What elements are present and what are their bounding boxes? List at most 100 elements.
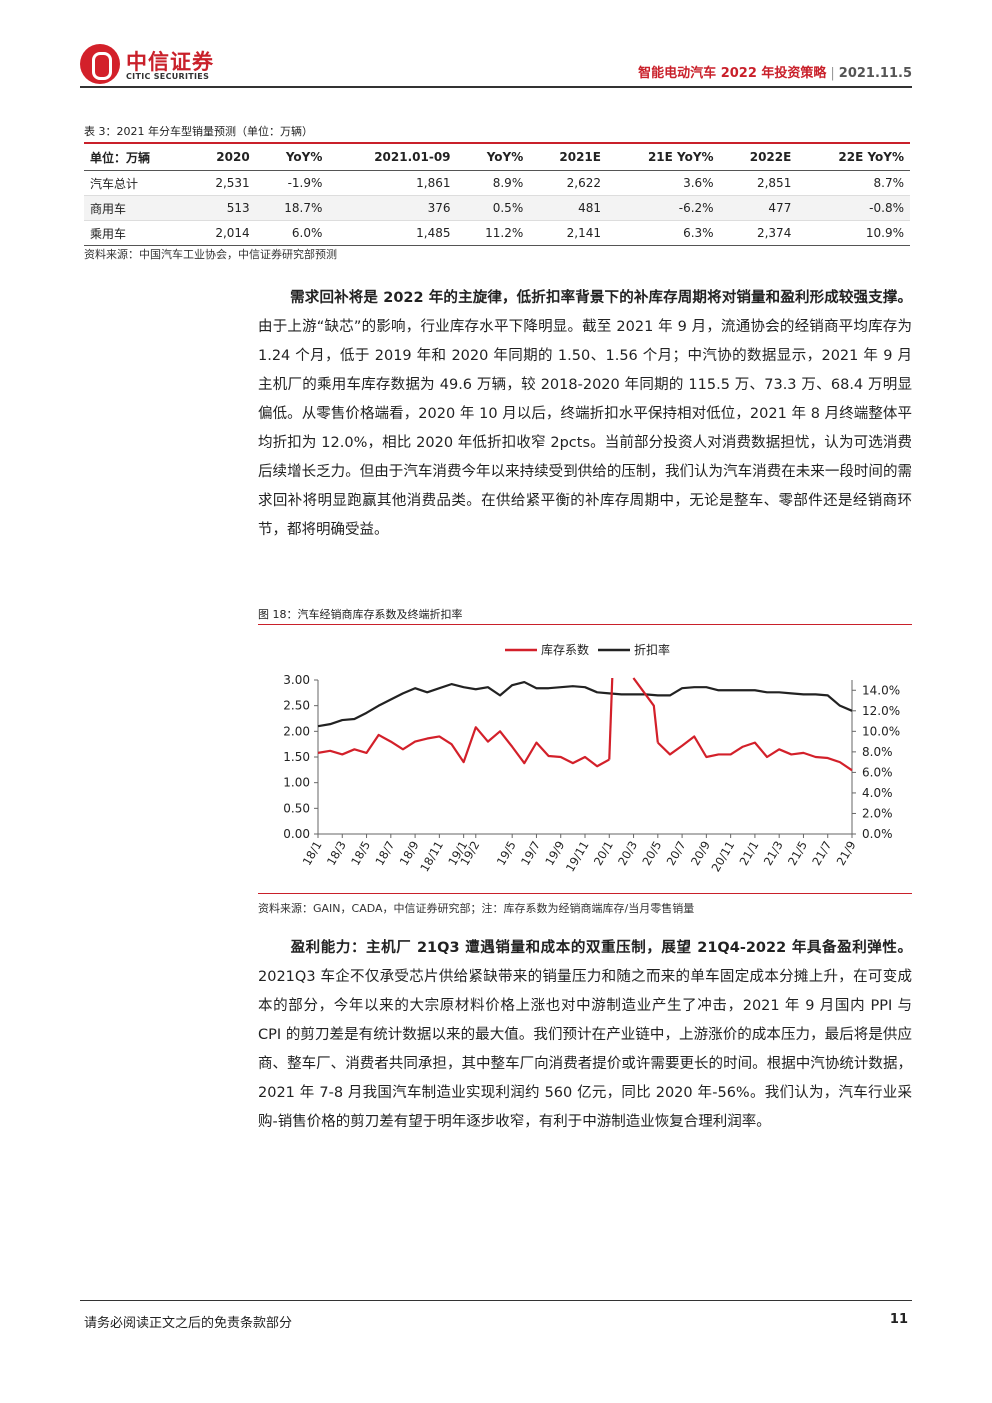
x-tick-label: 19/7 xyxy=(518,839,543,868)
left-y-tick-label: 0.00 xyxy=(283,827,310,841)
table-cell: 481 xyxy=(529,195,607,221)
page-number: 11 xyxy=(889,1312,908,1327)
x-tick-label: 21/7 xyxy=(809,839,834,868)
x-tick-label: 21/9 xyxy=(834,839,859,868)
table-cell: 10.9% xyxy=(797,220,910,246)
inventory-spike-up xyxy=(608,677,614,760)
table-cell: 0.5% xyxy=(456,195,530,221)
x-tick-label: 21/3 xyxy=(761,839,786,868)
table-header-cell: 2021.01-09 xyxy=(328,142,457,171)
table-header-cell: 2020 xyxy=(188,142,256,171)
footer-disclaimer: 请务必阅读正文之后的免责条款部分 xyxy=(84,1316,293,1331)
x-tick-label: 18/3 xyxy=(324,839,349,868)
sales-forecast-table: 单位：万辆 2020 YoY% 2021.01-09 YoY% 2021E 21… xyxy=(84,142,910,246)
paragraph-profitability: 盈利能力：主机厂 21Q3 遭遇销量和成本的双重压制，展望 21Q4-2022 … xyxy=(258,934,912,1137)
inventory-discount-chart: 库存系数 折扣率 0.00 0.50 1.00 1.50 2.00 2.50 3.00 0.0… xyxy=(283,642,900,874)
table-cell: 8.7% xyxy=(797,170,910,196)
citic-logo-icon xyxy=(80,44,120,84)
table-header-cell: YoY% xyxy=(456,142,530,171)
x-tick-label: 20/11 xyxy=(709,839,738,875)
paragraph-body: 2021Q3 车企不仅承受芯片供给紧缺带来的销量压力和随之而来的单车固定成本分摊… xyxy=(258,969,912,1130)
right-y-tick-label: 0.0% xyxy=(862,827,893,841)
table-header-cell: 21E YoY% xyxy=(606,142,720,171)
footer-divider xyxy=(80,1300,912,1301)
left-y-tick-label: 2.50 xyxy=(283,699,310,713)
table-cell: 2,622 xyxy=(529,170,607,196)
chart-lines xyxy=(317,677,853,772)
table-cell: 1,861 xyxy=(328,170,457,196)
report-date: 2021.11.5 xyxy=(838,66,912,81)
table-cell: 513 xyxy=(188,195,256,221)
table-caption: 表 3：2021 年分车型销量预测（单位：万辆） xyxy=(84,125,313,138)
table-cell: 乘用车 xyxy=(84,220,189,246)
x-tick-label: 18/5 xyxy=(348,839,373,868)
right-y-tick-label: 12.0% xyxy=(862,704,900,718)
inventory-coefficient-line xyxy=(317,726,610,768)
x-tick-label: 21/1 xyxy=(736,839,761,868)
x-tick-label: 20/5 xyxy=(639,839,664,868)
x-tick-label: 18/1 xyxy=(300,839,325,868)
table-cell: 汽车总计 xyxy=(84,170,189,196)
header-divider xyxy=(80,86,912,88)
figure-caption: 图 18：汽车经销商库存系数及终端折扣率 xyxy=(258,608,463,621)
figure-top-rule xyxy=(258,624,912,625)
table-cell: 18.7% xyxy=(255,195,329,221)
table-cell: 6.3% xyxy=(606,220,720,246)
report-title: 智能电动汽车 2022 年投资策略 xyxy=(638,66,827,81)
table-cell: 2,531 xyxy=(188,170,256,196)
citic-logo: 中信证券 CITIC SECURITIES xyxy=(80,44,230,88)
x-tick-label: 19/9 xyxy=(542,839,567,868)
chart-ticks: 0.00 0.50 1.00 1.50 2.00 2.50 3.00 0.0% 2.0% 4.0%… xyxy=(283,673,900,874)
paragraph-body: 由于上游“缺芯”的影响，行业库存水平下降明显。截至 2021 年 9 月，流通协… xyxy=(258,319,912,538)
left-y-tick-label: 0.50 xyxy=(283,801,310,815)
table-header-cell: 2022E xyxy=(719,142,798,171)
right-y-tick-label: 8.0% xyxy=(862,745,893,759)
right-y-tick-label: 2.0% xyxy=(862,806,893,820)
logo-text-cn: 中信证券 xyxy=(126,50,214,74)
table-header-cell: 22E YoY% xyxy=(797,142,910,171)
table-cell: 477 xyxy=(719,195,798,221)
table-cell: 2,851 xyxy=(719,170,798,196)
right-y-tick-label: 14.0% xyxy=(862,683,900,697)
table-row: 汽车总计 2,531 -1.9% 1,861 8.9% 2,622 3.6% 2… xyxy=(84,170,910,196)
table-header-cell: 2021E xyxy=(529,142,607,171)
table-row: 商用车 513 18.7% 376 0.5% 481 -6.2% 477 -0.… xyxy=(84,195,910,221)
table-cell: 11.2% xyxy=(456,220,530,246)
table-cell: 376 xyxy=(328,195,457,221)
table-cell: 6.0% xyxy=(255,220,329,246)
table-header-row: 单位：万辆 2020 YoY% 2021.01-09 YoY% 2021E 21… xyxy=(84,142,910,171)
legend-label-discount: 折扣率 xyxy=(634,642,670,657)
inventory-spike-down xyxy=(632,677,659,743)
figure-bottom-rule xyxy=(258,893,912,894)
left-y-tick-label: 1.00 xyxy=(283,776,310,790)
chart-legend: 库存系数 折扣率 xyxy=(505,642,670,657)
x-tick-label: 20/1 xyxy=(591,839,616,868)
table-cell: 2,014 xyxy=(188,220,256,246)
table-cell: 2,374 xyxy=(719,220,798,246)
table-cell: -0.8% xyxy=(797,195,910,221)
x-tick-label: 21/5 xyxy=(785,839,810,868)
table-cell: -6.2% xyxy=(606,195,720,221)
x-tick-label: 18/9 xyxy=(397,839,422,868)
x-tick-label: 18/7 xyxy=(372,839,397,868)
table-cell: 8.9% xyxy=(456,170,530,196)
x-tick-label: 20/3 xyxy=(615,839,640,868)
table-cell: -1.9% xyxy=(255,170,329,196)
left-y-tick-label: 3.00 xyxy=(283,673,310,687)
table-cell: 商用车 xyxy=(84,195,189,221)
logo-text-en: CITIC SECURITIES xyxy=(126,72,210,81)
x-tick-label: 18/11 xyxy=(417,839,446,875)
table-cell: 1,485 xyxy=(328,220,457,246)
left-y-tick-label: 2.00 xyxy=(283,724,310,738)
legend-label-inventory: 库存系数 xyxy=(541,642,589,657)
discount-rate-line xyxy=(317,680,853,728)
paragraph-lead: 盈利能力：主机厂 21Q3 遭遇销量和成本的双重压制，展望 21Q4-2022 … xyxy=(290,940,912,956)
table-header-cell: YoY% xyxy=(255,142,329,171)
table-cell: 2,141 xyxy=(529,220,607,246)
right-y-tick-label: 10.0% xyxy=(862,724,900,738)
paragraph-inventory: 需求回补将是 2022 年的主旋律，低折扣率背景下的补库存周期将对销量和盈利形成… xyxy=(258,284,912,545)
header-report-info: 智能电动汽车 2022 年投资策略 | 2021.11.5 xyxy=(638,62,912,81)
left-y-tick-label: 1.50 xyxy=(283,750,310,764)
table-source-note: 资料来源：中国汽车工业协会，中信证券研究部预测 xyxy=(84,248,337,261)
table-cell: 3.6% xyxy=(606,170,720,196)
